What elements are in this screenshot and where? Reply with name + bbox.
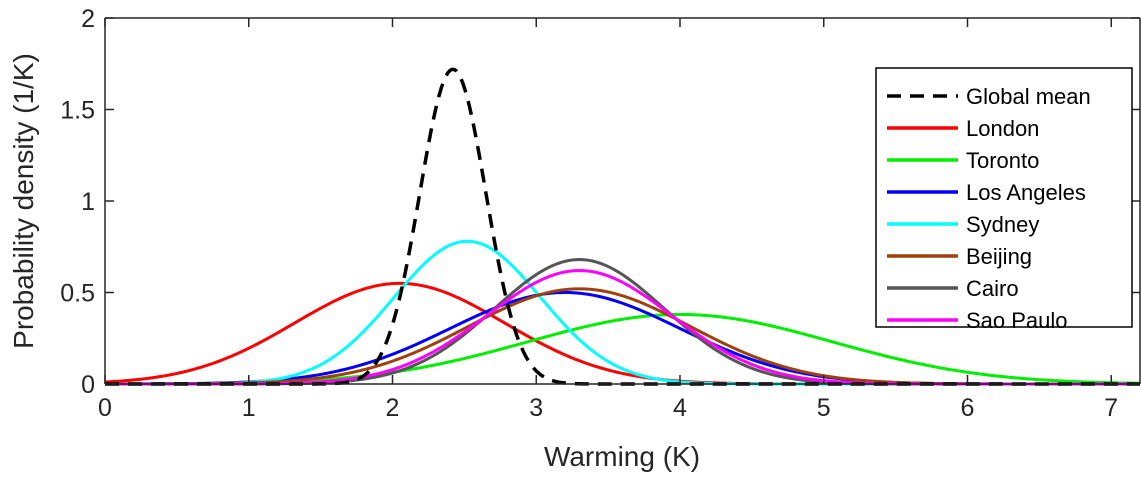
legend: Global mean London Toronto Los Angeles Sydne… bbox=[875, 67, 1133, 333]
legend-item-los-angeles: Los Angeles bbox=[887, 180, 1086, 205]
legend-label: Cairo bbox=[966, 276, 1019, 301]
x-tick-label: 0 bbox=[98, 394, 112, 422]
legend-items: Global mean London Toronto Los Angeles Sydne… bbox=[887, 84, 1091, 333]
legend-box bbox=[875, 67, 1133, 328]
y-axis-label: Probability density (1/K) bbox=[8, 53, 39, 349]
y-tick-label: 2 bbox=[81, 5, 95, 33]
legend-label: Beijing bbox=[966, 244, 1032, 269]
legend-label: Sao Paulo bbox=[966, 308, 1068, 333]
y-tick-label: 0 bbox=[81, 371, 95, 399]
legend-item-sydney: Sydney bbox=[887, 212, 1039, 237]
legend-item-cairo: Cairo bbox=[887, 276, 1019, 301]
x-tick-label: 6 bbox=[961, 394, 975, 422]
y-tick-label: 0.5 bbox=[60, 280, 95, 308]
x-tick-label: 4 bbox=[673, 394, 687, 422]
x-tick-label: 1 bbox=[242, 394, 256, 422]
legend-label: Toronto bbox=[966, 148, 1039, 173]
y-tick-labels: 0 0.5 1 1.5 2 bbox=[60, 5, 95, 399]
legend-item-global-mean: Global mean bbox=[887, 84, 1091, 109]
y-tick-label: 1 bbox=[81, 188, 95, 216]
legend-item-london: London bbox=[887, 116, 1039, 141]
x-tick-label: 7 bbox=[1104, 394, 1118, 422]
legend-item-beijing: Beijing bbox=[887, 244, 1032, 269]
legend-label: Global mean bbox=[966, 84, 1091, 109]
legend-item-sao-paulo: Sao Paulo bbox=[887, 308, 1068, 333]
x-tick-label: 2 bbox=[386, 394, 400, 422]
legend-label: Sydney bbox=[966, 212, 1039, 237]
x-tick-label: 5 bbox=[817, 394, 831, 422]
legend-item-toronto: Toronto bbox=[887, 148, 1039, 173]
x-tick-labels: 0 1 2 3 4 5 6 7 bbox=[98, 394, 1118, 422]
legend-label: London bbox=[966, 116, 1039, 141]
x-axis-label: Warming (K) bbox=[544, 441, 700, 472]
y-tick-label: 1.5 bbox=[60, 97, 95, 125]
legend-label: Los Angeles bbox=[966, 180, 1086, 205]
x-tick-label: 3 bbox=[529, 394, 543, 422]
